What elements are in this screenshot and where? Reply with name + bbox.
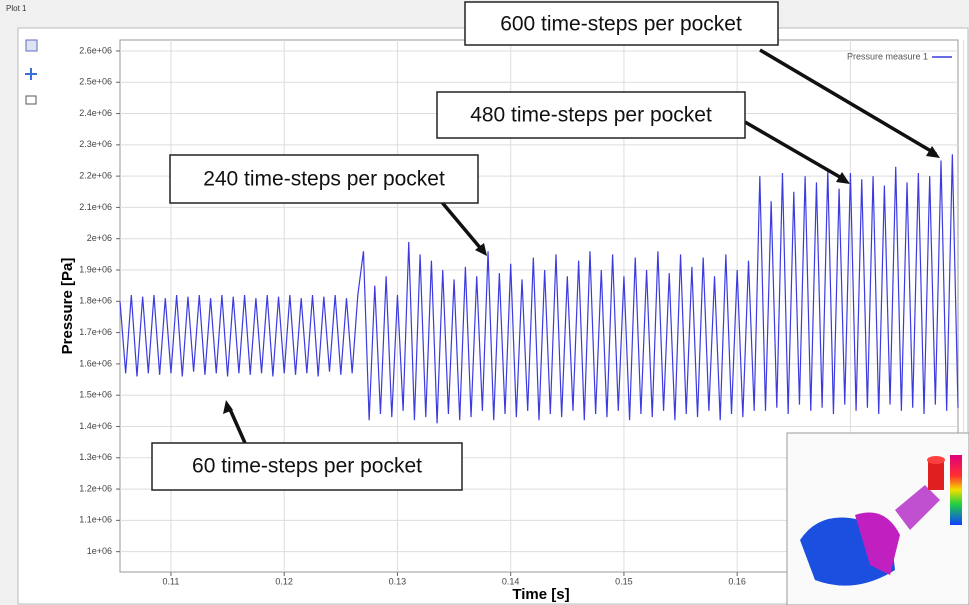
plot-window: Plot 1 Pressure measure 1 Time [s] Press… <box>0 0 969 605</box>
annotation: 240 time-steps per pocket <box>203 168 445 191</box>
y-axis-label: Pressure [Pa] <box>59 258 76 355</box>
y-tick-label: 2.2e+06 <box>79 171 112 181</box>
y-tick-label: 2.6e+06 <box>79 45 112 55</box>
y-tick-label: 2.1e+06 <box>79 202 112 212</box>
y-tick-label: 1.9e+06 <box>79 264 112 274</box>
annotation: 600 time-steps per pocket <box>500 13 742 36</box>
y-tick-label: 2e+06 <box>87 233 112 243</box>
y-tick-label: 1e+06 <box>87 546 112 556</box>
y-tick-label: 1.7e+06 <box>79 327 112 337</box>
y-tick-label: 2.4e+06 <box>79 108 112 118</box>
annotation: 60 time-steps per pocket <box>192 455 422 478</box>
x-tick-label: 0.16 <box>728 576 746 586</box>
y-tick-label: 1.2e+06 <box>79 483 112 493</box>
x-axis-label: Time [s] <box>512 586 569 603</box>
y-tick-label: 1.5e+06 <box>79 390 112 400</box>
y-tick-label: 2.5e+06 <box>79 77 112 87</box>
y-tick-label: 1.1e+06 <box>79 515 112 525</box>
y-tick-label: 1.3e+06 <box>79 452 112 462</box>
render-part <box>927 456 945 464</box>
y-tick-label: 1.8e+06 <box>79 296 112 306</box>
x-tick-label: 0.11 <box>163 576 180 586</box>
legend-label: Pressure measure 1 <box>847 51 928 61</box>
color-bar <box>950 455 962 525</box>
y-tick-label: 1.4e+06 <box>79 421 112 431</box>
x-tick-label: 0.15 <box>615 576 633 586</box>
page: {"window_title": "Plot 1", "chart_data":… <box>0 0 969 605</box>
x-tick-label: 0.13 <box>389 576 407 586</box>
y-tick-label: 2.3e+06 <box>79 139 112 149</box>
tool-icon[interactable] <box>26 40 37 51</box>
annotation: 480 time-steps per pocket <box>470 104 712 127</box>
y-tick-label: 1.6e+06 <box>79 358 112 368</box>
window-title: Plot 1 <box>6 4 27 13</box>
render-part <box>928 460 944 490</box>
x-tick-label: 0.12 <box>275 576 293 586</box>
x-tick-label: 0.14 <box>502 576 520 586</box>
inset-render <box>787 433 969 605</box>
